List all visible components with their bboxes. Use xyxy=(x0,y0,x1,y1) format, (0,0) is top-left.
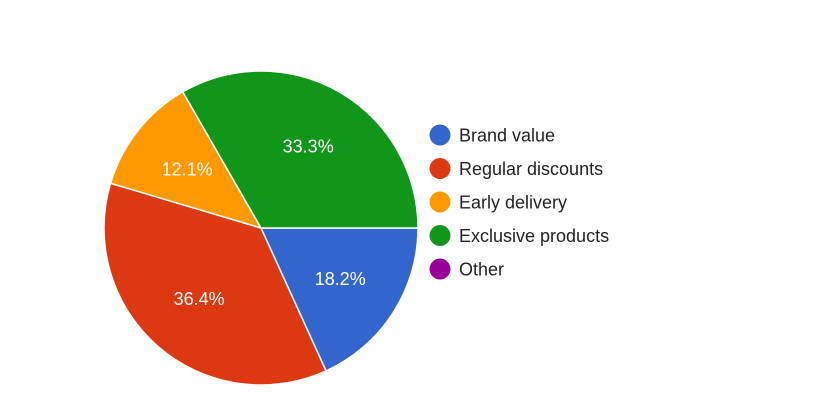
legend-item[interactable]: Other xyxy=(429,258,505,280)
pie-slice-labels: 18.2% 36.4% 12.1% 33.3% xyxy=(162,136,366,309)
legend-swatch xyxy=(429,258,451,280)
legend-swatch xyxy=(429,191,451,213)
legend-swatch xyxy=(429,124,451,146)
pie-slice-early-delivery[interactable] xyxy=(109,90,263,230)
pie-slice-regular-discounts[interactable] xyxy=(103,182,328,386)
legend-label: Brand value xyxy=(459,126,555,146)
pie-slice-brand-value[interactable] xyxy=(259,227,419,372)
legend-item[interactable]: Early delivery xyxy=(429,191,568,213)
pie-slices xyxy=(103,70,419,386)
slice-label: 33.3% xyxy=(283,136,334,156)
legend-item[interactable]: Brand value xyxy=(429,124,556,146)
slice-label: 36.4% xyxy=(174,289,225,309)
legend-item[interactable]: Exclusive products xyxy=(429,225,610,246)
slice-label: 18.2% xyxy=(315,269,366,289)
legend-swatch xyxy=(429,158,451,179)
slice-label: 12.1% xyxy=(162,160,213,180)
legend-label: Exclusive products xyxy=(459,226,609,246)
legend-label: Other xyxy=(459,260,504,280)
legend-label: Regular discounts xyxy=(459,159,603,179)
legend: Brand value Regular discounts Early delive… xyxy=(429,124,610,280)
legend-item[interactable]: Regular discounts xyxy=(429,158,604,179)
pie-slice-exclusive-products[interactable] xyxy=(181,70,419,229)
legend-label: Early delivery xyxy=(459,193,567,213)
legend-swatch xyxy=(429,225,451,246)
